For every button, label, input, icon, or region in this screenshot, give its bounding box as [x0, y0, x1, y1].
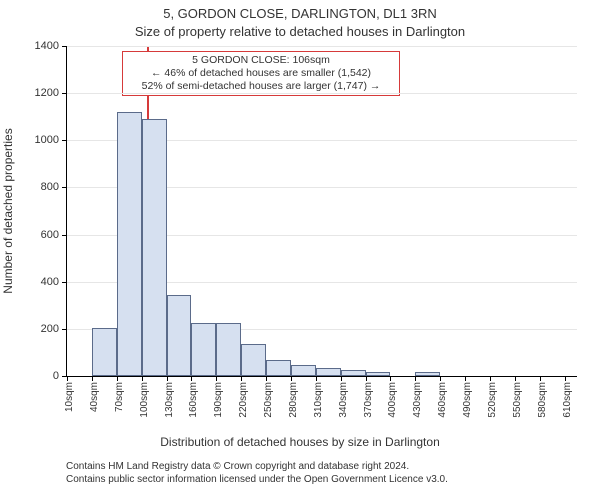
- x-axis-label: Distribution of detached houses by size …: [0, 435, 600, 449]
- histogram-bar: [415, 372, 440, 376]
- y-tick-mark: [62, 235, 67, 236]
- x-tick-mark: [415, 376, 416, 381]
- annotation-line-smaller: ← 46% of detached houses are smaller (1,…: [129, 67, 393, 80]
- annotation-line-larger: 52% of semi-detached houses are larger (…: [129, 80, 393, 93]
- x-tick-mark: [92, 376, 93, 381]
- x-tick-label: 250sqm: [263, 382, 274, 418]
- x-tick-label: 70sqm: [114, 382, 125, 412]
- x-tick-label: 310sqm: [313, 382, 324, 418]
- x-tick-label: 10sqm: [64, 382, 75, 412]
- x-tick-mark: [167, 376, 168, 381]
- x-tick-label: 580sqm: [537, 382, 548, 418]
- x-tick-mark: [565, 376, 566, 381]
- x-tick-mark: [515, 376, 516, 381]
- histogram-bar: [266, 360, 291, 377]
- x-tick-mark: [142, 376, 143, 381]
- y-tick-mark: [62, 187, 67, 188]
- histogram-bar: [366, 372, 391, 376]
- x-tick-label: 280sqm: [288, 382, 299, 418]
- y-tick-label: 800: [41, 181, 59, 193]
- histogram-bar: [117, 112, 142, 376]
- histogram-bar: [167, 295, 192, 376]
- x-tick-mark: [540, 376, 541, 381]
- histogram-bar: [316, 368, 341, 376]
- footer-line2: Contains public sector information licen…: [66, 473, 448, 486]
- x-tick-mark: [117, 376, 118, 381]
- y-tick-label: 1000: [35, 134, 59, 146]
- gridline: [67, 46, 577, 47]
- x-tick-mark: [241, 376, 242, 381]
- x-tick-mark: [266, 376, 267, 381]
- x-tick-label: 370sqm: [363, 382, 374, 418]
- histogram-bar: [142, 119, 167, 376]
- x-tick-label: 520sqm: [487, 382, 498, 418]
- x-tick-mark: [341, 376, 342, 381]
- x-tick-label: 160sqm: [188, 382, 199, 418]
- x-tick-label: 220sqm: [238, 382, 249, 418]
- y-axis-label: Number of detached properties: [1, 128, 15, 293]
- histogram-bar: [291, 365, 316, 376]
- histogram-bar: [341, 370, 366, 376]
- annotation-title: 5 GORDON CLOSE: 106sqm: [129, 54, 393, 67]
- y-tick-label: 1200: [35, 87, 59, 99]
- x-tick-mark: [316, 376, 317, 381]
- x-tick-label: 130sqm: [164, 382, 175, 418]
- x-tick-mark: [390, 376, 391, 381]
- y-tick-mark: [62, 93, 67, 94]
- y-tick-label: 400: [41, 276, 59, 288]
- x-tick-mark: [191, 376, 192, 381]
- x-tick-label: 340sqm: [338, 382, 349, 418]
- x-tick-label: 190sqm: [213, 382, 224, 418]
- x-tick-label: 550sqm: [512, 382, 523, 418]
- x-tick-mark: [216, 376, 217, 381]
- histogram-chart: 5 GORDON CLOSE: 106sqm ← 46% of detached…: [66, 46, 577, 377]
- y-tick-mark: [62, 140, 67, 141]
- x-tick-mark: [67, 376, 68, 381]
- x-tick-label: 430sqm: [412, 382, 423, 418]
- x-tick-label: 610sqm: [562, 382, 573, 418]
- page-title-line1: 5, GORDON CLOSE, DARLINGTON, DL1 3RN: [0, 6, 600, 21]
- histogram-bar: [216, 323, 241, 376]
- page-title-line2: Size of property relative to detached ho…: [0, 24, 600, 39]
- x-tick-mark: [291, 376, 292, 381]
- x-tick-label: 100sqm: [139, 382, 150, 418]
- x-tick-mark: [366, 376, 367, 381]
- x-tick-label: 460sqm: [437, 382, 448, 418]
- histogram-bar: [191, 323, 216, 376]
- x-tick-mark: [490, 376, 491, 381]
- x-tick-label: 40sqm: [89, 382, 100, 412]
- histogram-bar: [241, 344, 266, 376]
- histogram-bar: [92, 328, 117, 376]
- property-annotation-box: 5 GORDON CLOSE: 106sqm ← 46% of detached…: [122, 51, 400, 96]
- x-tick-label: 490sqm: [462, 382, 473, 418]
- footer: Contains HM Land Registry data © Crown c…: [66, 460, 448, 486]
- x-tick-mark: [465, 376, 466, 381]
- y-tick-label: 200: [41, 323, 59, 335]
- y-tick-label: 600: [41, 229, 59, 241]
- y-tick-mark: [62, 282, 67, 283]
- gridline: [67, 93, 577, 94]
- x-tick-mark: [440, 376, 441, 381]
- y-tick-mark: [62, 46, 67, 47]
- y-tick-label: 1400: [35, 40, 59, 52]
- x-tick-label: 400sqm: [387, 382, 398, 418]
- footer-line1: Contains HM Land Registry data © Crown c…: [66, 460, 448, 473]
- y-tick-mark: [62, 329, 67, 330]
- y-tick-label: 0: [53, 370, 59, 382]
